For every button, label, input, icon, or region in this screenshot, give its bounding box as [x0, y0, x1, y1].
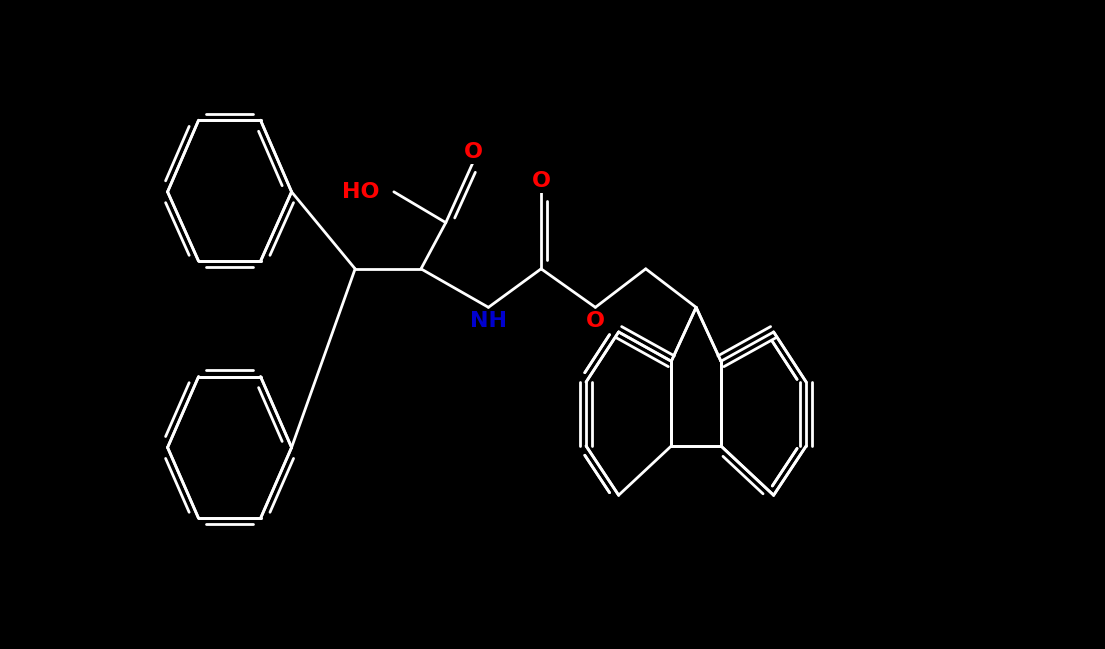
Text: NH: NH	[470, 312, 507, 331]
Text: HO: HO	[343, 182, 380, 202]
Text: NH: NH	[470, 312, 507, 331]
Text: O: O	[532, 171, 550, 191]
Text: O: O	[586, 312, 604, 331]
Text: O: O	[586, 312, 604, 331]
Text: HO: HO	[343, 182, 380, 202]
Text: O: O	[463, 141, 483, 162]
Text: O: O	[463, 141, 483, 162]
Text: O: O	[532, 171, 550, 191]
